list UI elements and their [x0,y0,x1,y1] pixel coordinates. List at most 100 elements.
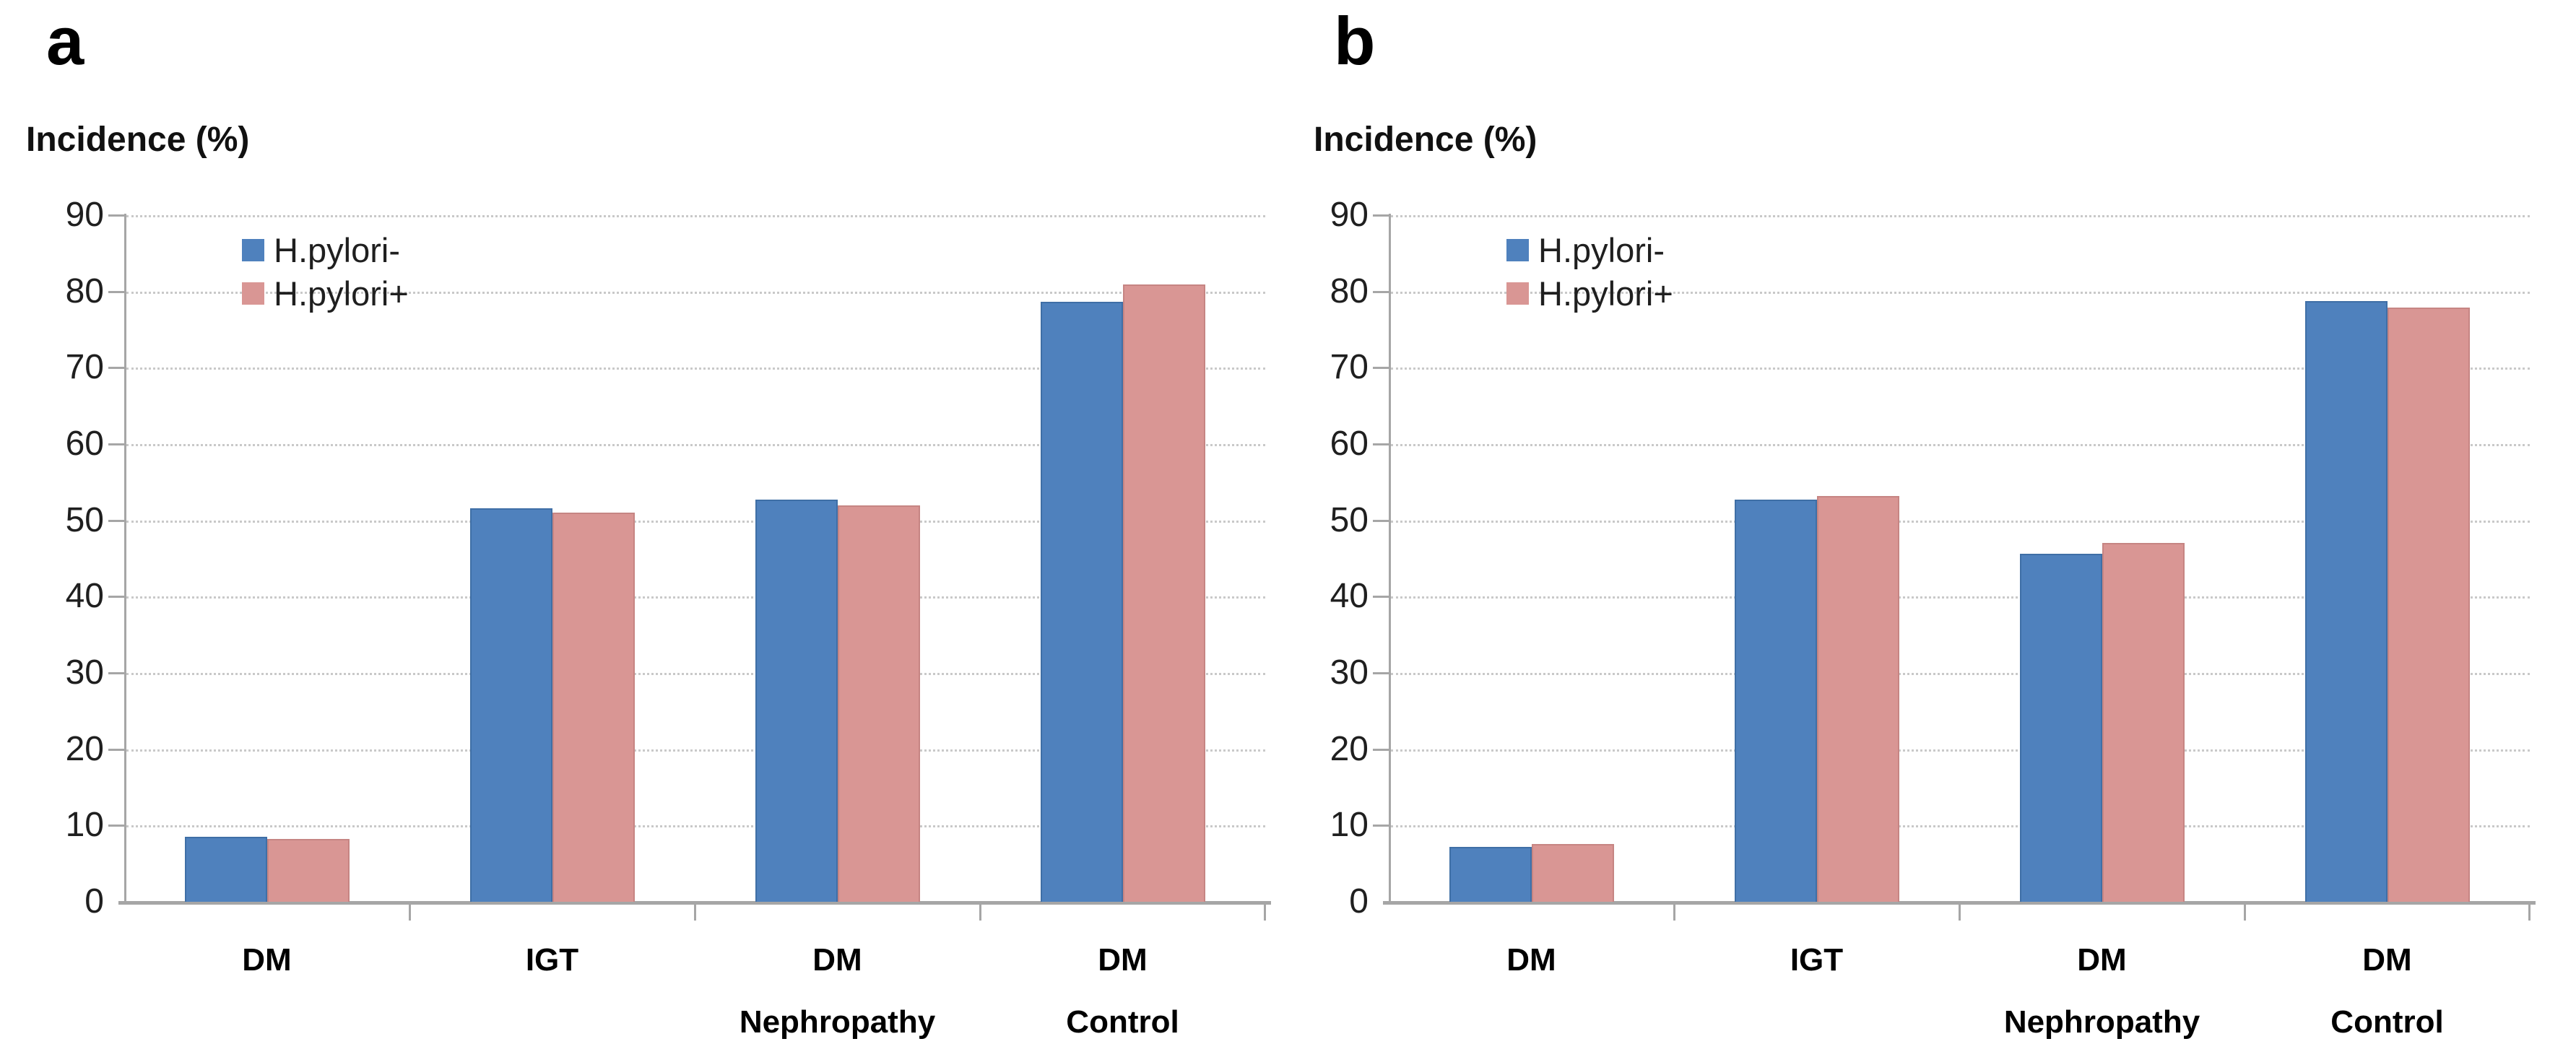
x-category-label: DM [124,943,409,978]
y-axis-title: Incidence (%) [1314,121,1538,159]
y-tick-mark [108,214,124,217]
gridline [126,825,1265,828]
x-category-line2: Control [1066,1004,1179,1040]
y-tick-label: 50 [65,500,104,539]
x-axis-tick [1264,902,1266,921]
panel-b: b Incidence (%) 90 80 70 60 50 40 30 20 10 0 DM IGT DM… [1288,0,2575,1057]
x-axis-tick [409,902,411,921]
x-axis-tick [2528,902,2531,921]
x-category-line1: DM [812,942,862,978]
bar-hpylori-pos-dm-nephropathy [837,505,920,902]
y-tick-label: 30 [1330,653,1369,692]
gridline [1391,749,2530,752]
plot-area: 90 80 70 60 50 40 30 20 10 0 DM IGT DM Nephropathy DM C… [66,196,1271,1040]
legend: H.pylori- H.pylori+ [1506,228,1673,315]
bar-hpylori-neg-igt [1734,500,1817,902]
y-tick-mark [1373,290,1389,293]
bar-hpylori-neg-dm-nephropathy [2019,554,2102,902]
y-tick-label: 60 [1330,425,1369,463]
x-axis-tick [694,902,696,921]
x-category-label: DM Control [980,943,1265,1040]
y-tick-label: 0 [84,882,104,921]
y-tick-label: 20 [1330,729,1369,768]
bar-hpylori-neg-dm [1449,846,1532,902]
x-category-line2: Nephropathy [2003,1004,2200,1040]
y-tick-label: 80 [65,271,104,310]
x-axis-tick [1673,902,1675,921]
bar-hpylori-pos-dm-nephropathy [2102,543,2185,902]
x-axis-tick [1959,902,1961,921]
y-tick-mark [108,596,124,599]
y-tick-label: 0 [1349,882,1369,921]
gridline [126,215,1265,217]
bar-hpylori-neg-dm [184,837,267,902]
x-category-line1: DM [2362,942,2412,978]
x-category-label: IGT [1674,943,1959,978]
x-category-line1: DM [1506,942,1556,978]
legend-item-hpylori-neg: H.pylori- [1506,228,1673,271]
y-tick-label: 70 [65,348,104,387]
x-category-line2: Control [2330,1004,2444,1040]
legend-swatch-hpylori-neg [242,238,264,261]
y-tick-mark [1373,214,1389,217]
x-category-label: DM Nephropathy [695,943,980,1040]
legend-swatch-hpylori-neg [1506,238,1529,261]
x-category-label: DM Control [2245,943,2530,1040]
gridline [1391,520,2530,523]
y-tick-mark [1373,367,1389,370]
gridline [1391,367,2530,370]
x-category-label: IGT [409,943,695,978]
gridline [1391,215,2530,217]
x-category-line1: IGT [1790,942,1844,978]
y-tick-label: 70 [1330,348,1369,387]
panel-letter: b [1334,3,1376,79]
y-tick-label: 20 [65,729,104,768]
y-tick-mark [108,290,124,293]
bar-hpylori-pos-igt [1816,495,1899,902]
x-category-label: DM [1389,943,1674,978]
x-axis-tick [2244,902,2246,921]
bar-hpylori-pos-igt [552,513,635,902]
y-tick-mark [108,367,124,370]
y-axis-line [124,214,126,902]
y-tick-label: 90 [1330,196,1369,234]
y-tick-mark [1373,596,1389,599]
bar-hpylori-neg-dm-nephropathy [755,500,838,902]
x-category-line1: DM [1098,942,1148,978]
x-category-label: DM Nephropathy [1959,943,2245,1040]
y-tick-label: 50 [1330,500,1369,539]
panel-letter: a [46,3,84,79]
y-tick-mark [1373,443,1389,445]
x-category-line1: DM [242,942,292,978]
gridline [1391,291,2530,294]
y-tick-label: 80 [1330,271,1369,310]
y-tick-mark [1373,748,1389,751]
legend-item-hpylori-pos: H.pylori+ [242,271,409,315]
bar-hpylori-pos-dm-control [1122,284,1205,902]
bar-hpylori-pos-dm-control [2387,307,2470,902]
y-tick-mark [108,672,124,674]
panel-a: a Incidence (%) 90 80 70 60 50 40 30 20 10 0 DM IGT DM… [26,3,1271,1040]
x-category-line1: DM [2077,942,2127,978]
gridline [126,596,1265,599]
y-tick-mark [1373,519,1389,522]
gridline [126,673,1265,675]
bar-hpylori-neg-igt [469,508,552,902]
y-tick-mark [108,748,124,751]
x-category-line1: IGT [525,942,579,978]
legend-swatch-hpylori-pos [1506,282,1529,305]
y-tick-label: 10 [65,806,104,845]
y-tick-mark [108,825,124,827]
y-tick-label: 10 [1330,806,1369,845]
gridline [1391,444,2530,446]
gridline [126,749,1265,752]
bar-hpylori-pos-dm [1531,843,1614,902]
gridline [126,444,1265,446]
y-axis-title: Incidence (%) [26,121,250,159]
legend-label-hpylori-neg: H.pylori- [274,230,400,269]
y-tick-mark [108,519,124,522]
legend-label-hpylori-neg: H.pylori- [1538,230,1665,269]
gridline [1391,596,2530,599]
x-category-line2: Nephropathy [739,1004,936,1040]
